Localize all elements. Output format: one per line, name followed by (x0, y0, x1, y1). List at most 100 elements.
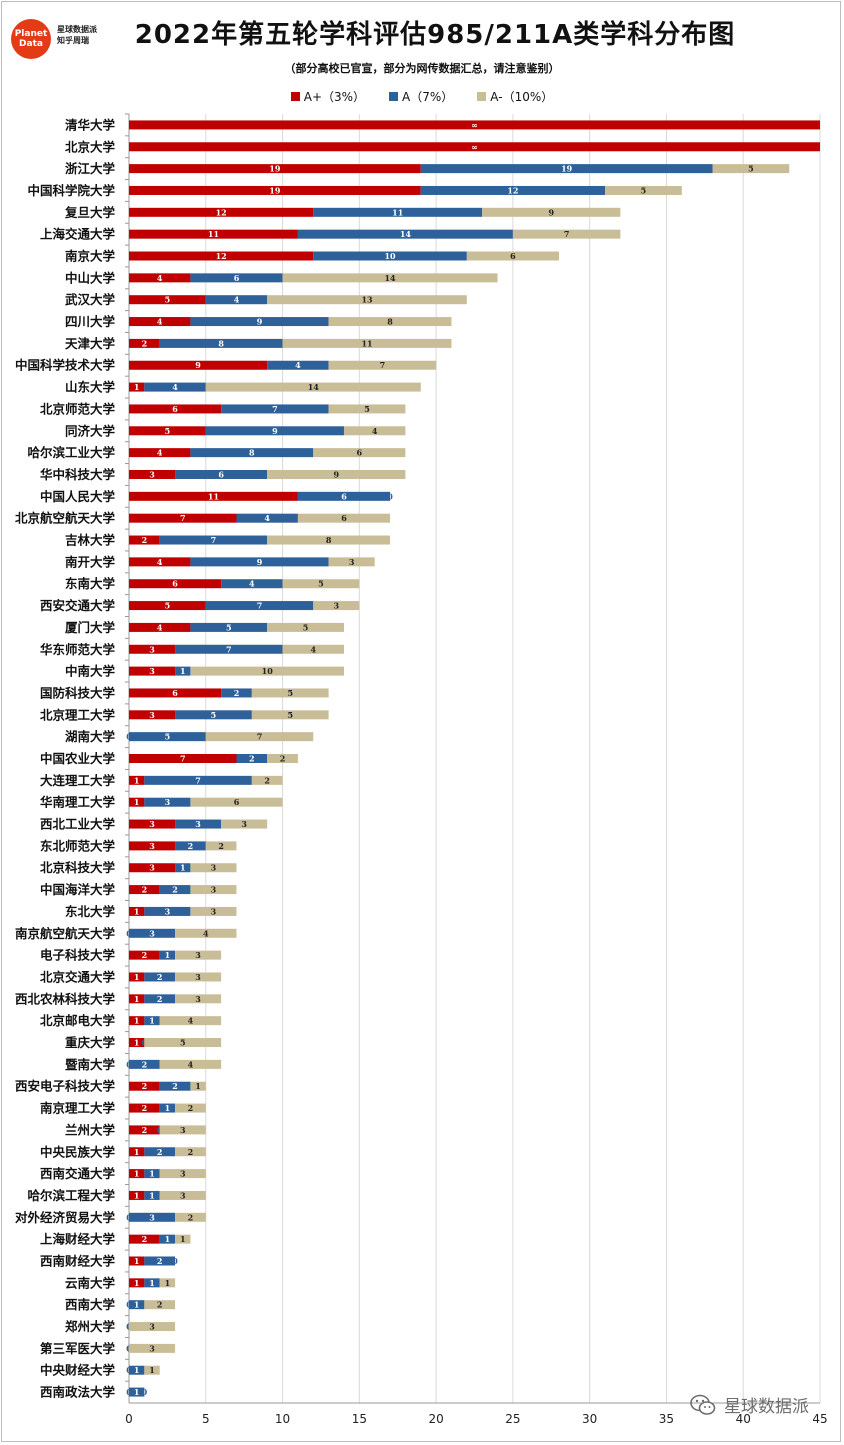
bar-segment-a-minus (251, 775, 283, 785)
data-label: 12 (216, 251, 227, 261)
data-label: 3 (149, 666, 155, 676)
bar-segment-a-minus (175, 1234, 191, 1244)
data-label: 0 (172, 1256, 178, 1266)
bar-segment-a-plus (129, 950, 160, 960)
bar-segment-a-minus (282, 338, 452, 348)
category-label: 湖南大学 (65, 729, 116, 744)
bar-segment-a (129, 1212, 176, 1222)
bar-segment-a-minus (159, 1190, 206, 1200)
bar-segment-a (144, 1278, 160, 1288)
category-label: 南京大学 (65, 249, 116, 264)
bar-segment-a (144, 797, 191, 807)
data-label: 1 (134, 1365, 140, 1375)
data-label: 3 (149, 841, 155, 851)
data-label: 1 (195, 1081, 201, 1091)
bar-segment-a (144, 1256, 176, 1266)
x-tick-label: 5 (202, 1412, 210, 1426)
data-label: 4 (372, 426, 378, 436)
bar-segment-a-minus (267, 535, 391, 545)
legend-swatch-a-minus (477, 92, 487, 101)
bar-segment-a (159, 950, 176, 960)
bar-segment-a (221, 404, 329, 414)
data-label: 5 (287, 688, 293, 698)
data-label: 11 (208, 491, 219, 501)
bar-segment-a (175, 819, 222, 829)
bar-segment-a-minus (251, 710, 329, 720)
bar-segment-a-plus (129, 666, 176, 676)
x-tick-label: 45 (812, 1412, 827, 1426)
data-label: 3 (149, 710, 155, 720)
bar-segment-a (175, 666, 191, 676)
data-label: 5 (211, 710, 217, 720)
data-label: 9 (548, 207, 554, 217)
category-label: 东北师范大学 (40, 838, 116, 853)
bar-segment-a-plus (129, 644, 176, 654)
bar-segment-a (129, 1387, 145, 1397)
category-label: 南开大学 (65, 554, 116, 569)
data-label: 3 (149, 1343, 155, 1353)
bar-segment-a-plus (129, 491, 298, 501)
data-label: 3 (180, 1125, 186, 1135)
data-label: 2 (172, 1081, 178, 1091)
data-label: 3 (195, 972, 201, 982)
data-label: 1 (134, 797, 140, 807)
category-label: 哈尔滨工程大学 (27, 1188, 115, 1203)
data-label: 7 (180, 754, 186, 764)
data-label: 3 (195, 994, 201, 1004)
bar-segment-a-plus (129, 448, 191, 458)
bar-segment-a-plus (129, 819, 176, 829)
bar-segment-a (175, 710, 252, 720)
data-label: 4 (203, 928, 209, 938)
bar-segment-a (144, 1016, 160, 1026)
bar-segment-a-plus (129, 972, 145, 982)
category-label: 北京理工大学 (40, 707, 116, 722)
bar-segment-a (267, 360, 329, 370)
category-label: 中央民族大学 (40, 1144, 116, 1159)
category-label: 武汉大学 (65, 292, 116, 307)
data-label: 4 (157, 448, 163, 458)
bar-segment-a-plus (129, 994, 145, 1004)
category-label: 国防科技大学 (40, 685, 116, 700)
category-label: 复旦大学 (64, 205, 116, 220)
bar-segment-a (129, 1059, 160, 1069)
category-label: 东南大学 (65, 576, 116, 591)
bar-segment-a-minus (251, 688, 329, 698)
data-label: 2 (142, 1081, 148, 1091)
bar-segment-a-plus (129, 142, 820, 152)
bar-segment-a-minus (282, 273, 498, 283)
bar-segment-a (129, 1300, 145, 1310)
bar-segment-a-plus (129, 1278, 145, 1288)
bar-segment-a (144, 906, 191, 916)
x-tick-label: 30 (582, 1412, 597, 1426)
data-label: 2 (188, 841, 194, 851)
data-label: 2 (142, 1234, 148, 1244)
bar-segment-a (175, 469, 268, 479)
bar-segment-a-plus (129, 579, 222, 589)
data-label: 1 (134, 382, 140, 392)
bar-segment-a-plus (129, 273, 191, 283)
data-label: 2 (142, 1103, 148, 1113)
bar-segment-a-plus (129, 1016, 145, 1026)
category-label: 华东师范大学 (40, 642, 116, 657)
bar-segment-a (144, 775, 252, 785)
data-label: 4 (157, 273, 163, 283)
category-label: 西南交通大学 (40, 1166, 116, 1181)
bar-segment-a (175, 863, 191, 873)
data-label: 0 (142, 1387, 148, 1397)
category-label: 上海财经大学 (40, 1232, 116, 1247)
data-label: 3 (165, 906, 171, 916)
bar-segment-a-minus (190, 1081, 206, 1091)
logo-line2: Data (19, 39, 43, 49)
bar-segment-a-minus (605, 185, 682, 195)
bar-segment-a (144, 1147, 176, 1157)
bar-segment-a-minus (144, 1365, 160, 1375)
bar-segment-a (159, 338, 283, 348)
data-label: 2 (188, 1103, 194, 1113)
category-label: 吉林大学 (65, 533, 116, 548)
data-label: 1 (149, 1016, 155, 1026)
data-label: 8 (326, 535, 332, 545)
bar-segment-a (420, 185, 606, 195)
data-label: 5 (364, 404, 370, 414)
bar-segment-a-minus (159, 1059, 222, 1069)
category-label: 浙江大学 (65, 161, 116, 176)
